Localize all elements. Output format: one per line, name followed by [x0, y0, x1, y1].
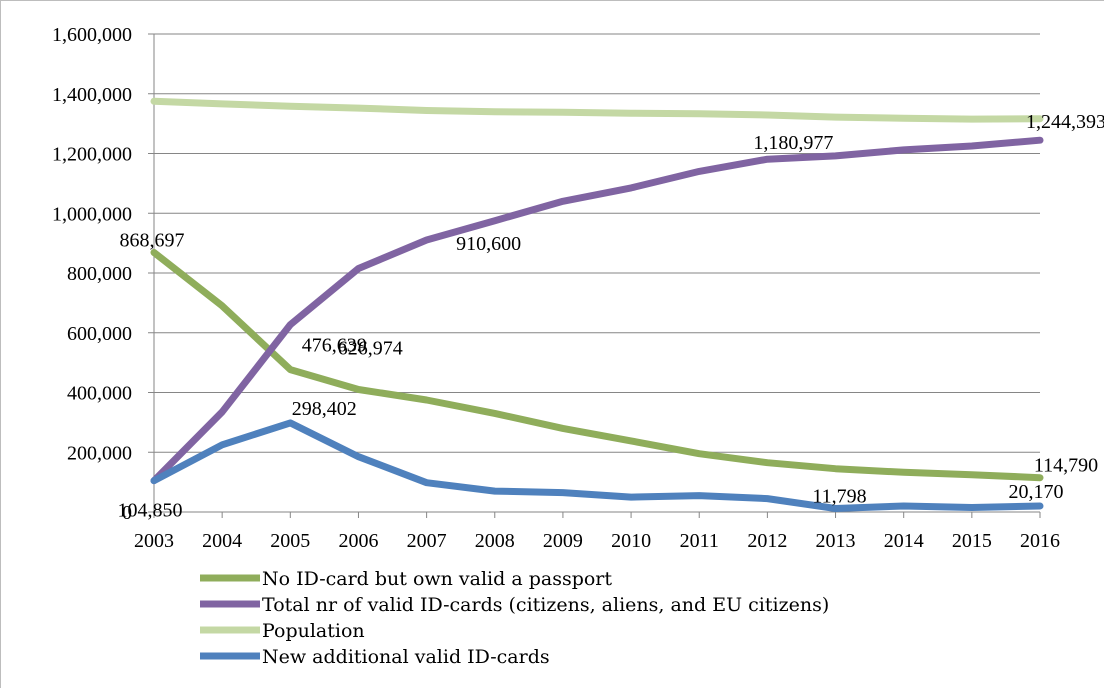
data-label: 104,850 [118, 500, 183, 522]
x-tick-label: 2015 [952, 530, 992, 552]
x-tick-label: 2005 [270, 530, 310, 552]
series-line-2 [150, 97, 1044, 123]
x-tick-label: 2014 [884, 530, 924, 552]
series-lines [150, 97, 1044, 512]
legend-label: Total nr of valid ID-cards (citizens, al… [262, 594, 829, 616]
y-tick-label: 1,200,000 [52, 144, 132, 166]
y-tick-label: 1,600,000 [52, 24, 132, 46]
data-label: 20,170 [1009, 481, 1064, 503]
data-label: 1,180,977 [753, 132, 833, 154]
data-label: 626,974 [338, 338, 403, 360]
x-tick-label: 2016 [1020, 530, 1060, 552]
axes: 0 200,000 400,000 600,000 800,000 1,000,000 1,… [52, 24, 1060, 552]
x-tick-label: 2003 [134, 530, 174, 552]
data-labels: 868,697 476,639 114,790 626,974 910,600 1,180… [118, 111, 1104, 521]
x-tick-label: 2007 [407, 530, 447, 552]
legend: No ID-card but own valid a passport Total… [200, 568, 829, 668]
x-tick-label: 2006 [338, 530, 378, 552]
data-label: 868,697 [120, 229, 185, 251]
y-tick-label: 800,000 [67, 263, 132, 285]
legend-label: Population [262, 620, 365, 642]
x-tick-label: 2010 [611, 530, 651, 552]
series-line-3 [150, 419, 1044, 512]
data-label: 298,402 [292, 398, 357, 420]
data-label: 1,244,393 [1026, 111, 1104, 133]
y-tick-label: 600,000 [67, 323, 132, 345]
data-label: 11,798 [812, 485, 866, 507]
data-label: 476,639 [302, 335, 367, 357]
x-tick-label: 2004 [202, 530, 242, 552]
x-tick-label: 2008 [475, 530, 515, 552]
series-line-0 [150, 249, 1044, 482]
y-tick-label: 400,000 [67, 383, 132, 405]
legend-label: No ID-card but own valid a passport [262, 568, 612, 590]
legend-label: New additional valid ID-cards [262, 646, 550, 668]
x-tick-label: 2011 [680, 530, 719, 552]
gridlines [154, 33, 1040, 453]
series-line-1 [150, 136, 1044, 485]
data-label: 910,600 [456, 233, 521, 255]
y-tick-label: 1,400,000 [52, 84, 132, 106]
data-label: 114,790 [1034, 455, 1098, 477]
y-tick-label: 1,000,000 [52, 203, 132, 225]
y-tick-label: 0 [122, 502, 132, 524]
x-tick-label: 2009 [543, 530, 583, 552]
x-tick-label: 2013 [816, 530, 856, 552]
y-tick-label: 200,000 [67, 442, 132, 464]
x-tick-label: 2012 [747, 530, 787, 552]
